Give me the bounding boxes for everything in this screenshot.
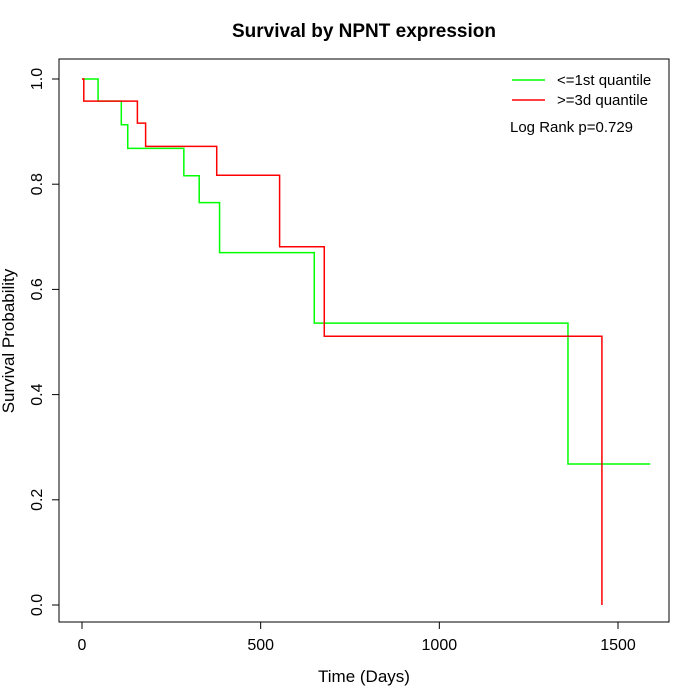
x-tick-label: 0 <box>78 637 87 654</box>
legend-label: >=3d quantile <box>557 92 648 109</box>
plot-frame <box>58 58 670 623</box>
x-tick-label: 1000 <box>422 637 458 654</box>
chart-title: Survival by NPNT expression <box>232 21 496 42</box>
series-line-low-quantile <box>82 78 651 465</box>
y-tick-label: 0.2 <box>29 489 46 511</box>
y-axis-label: Survival Probability <box>0 268 18 413</box>
x-tick-label: 1500 <box>600 637 636 654</box>
series-line-high-quantile <box>82 78 603 605</box>
x-tick-label: 500 <box>247 637 274 654</box>
y-tick-label: 1.0 <box>29 68 46 90</box>
legend-label: <=1st quantile <box>557 72 651 89</box>
y-tick-label: 0.8 <box>29 173 46 195</box>
y-tick-label: 0.4 <box>29 383 46 405</box>
logrank-annotation: Log Rank p=0.729 <box>510 119 633 136</box>
x-axis-label: Time (Days) <box>318 667 410 686</box>
x-axis: 0 500 1000 1500 <box>78 621 636 654</box>
series-layer <box>82 78 651 605</box>
y-axis: 0.0 0.2 0.4 0.6 0.8 1.0 <box>29 68 60 616</box>
y-tick-label: 0.6 <box>29 278 46 300</box>
legend: <=1st quantile >=3d quantile <box>512 72 651 109</box>
y-tick-label: 0.0 <box>29 594 46 616</box>
